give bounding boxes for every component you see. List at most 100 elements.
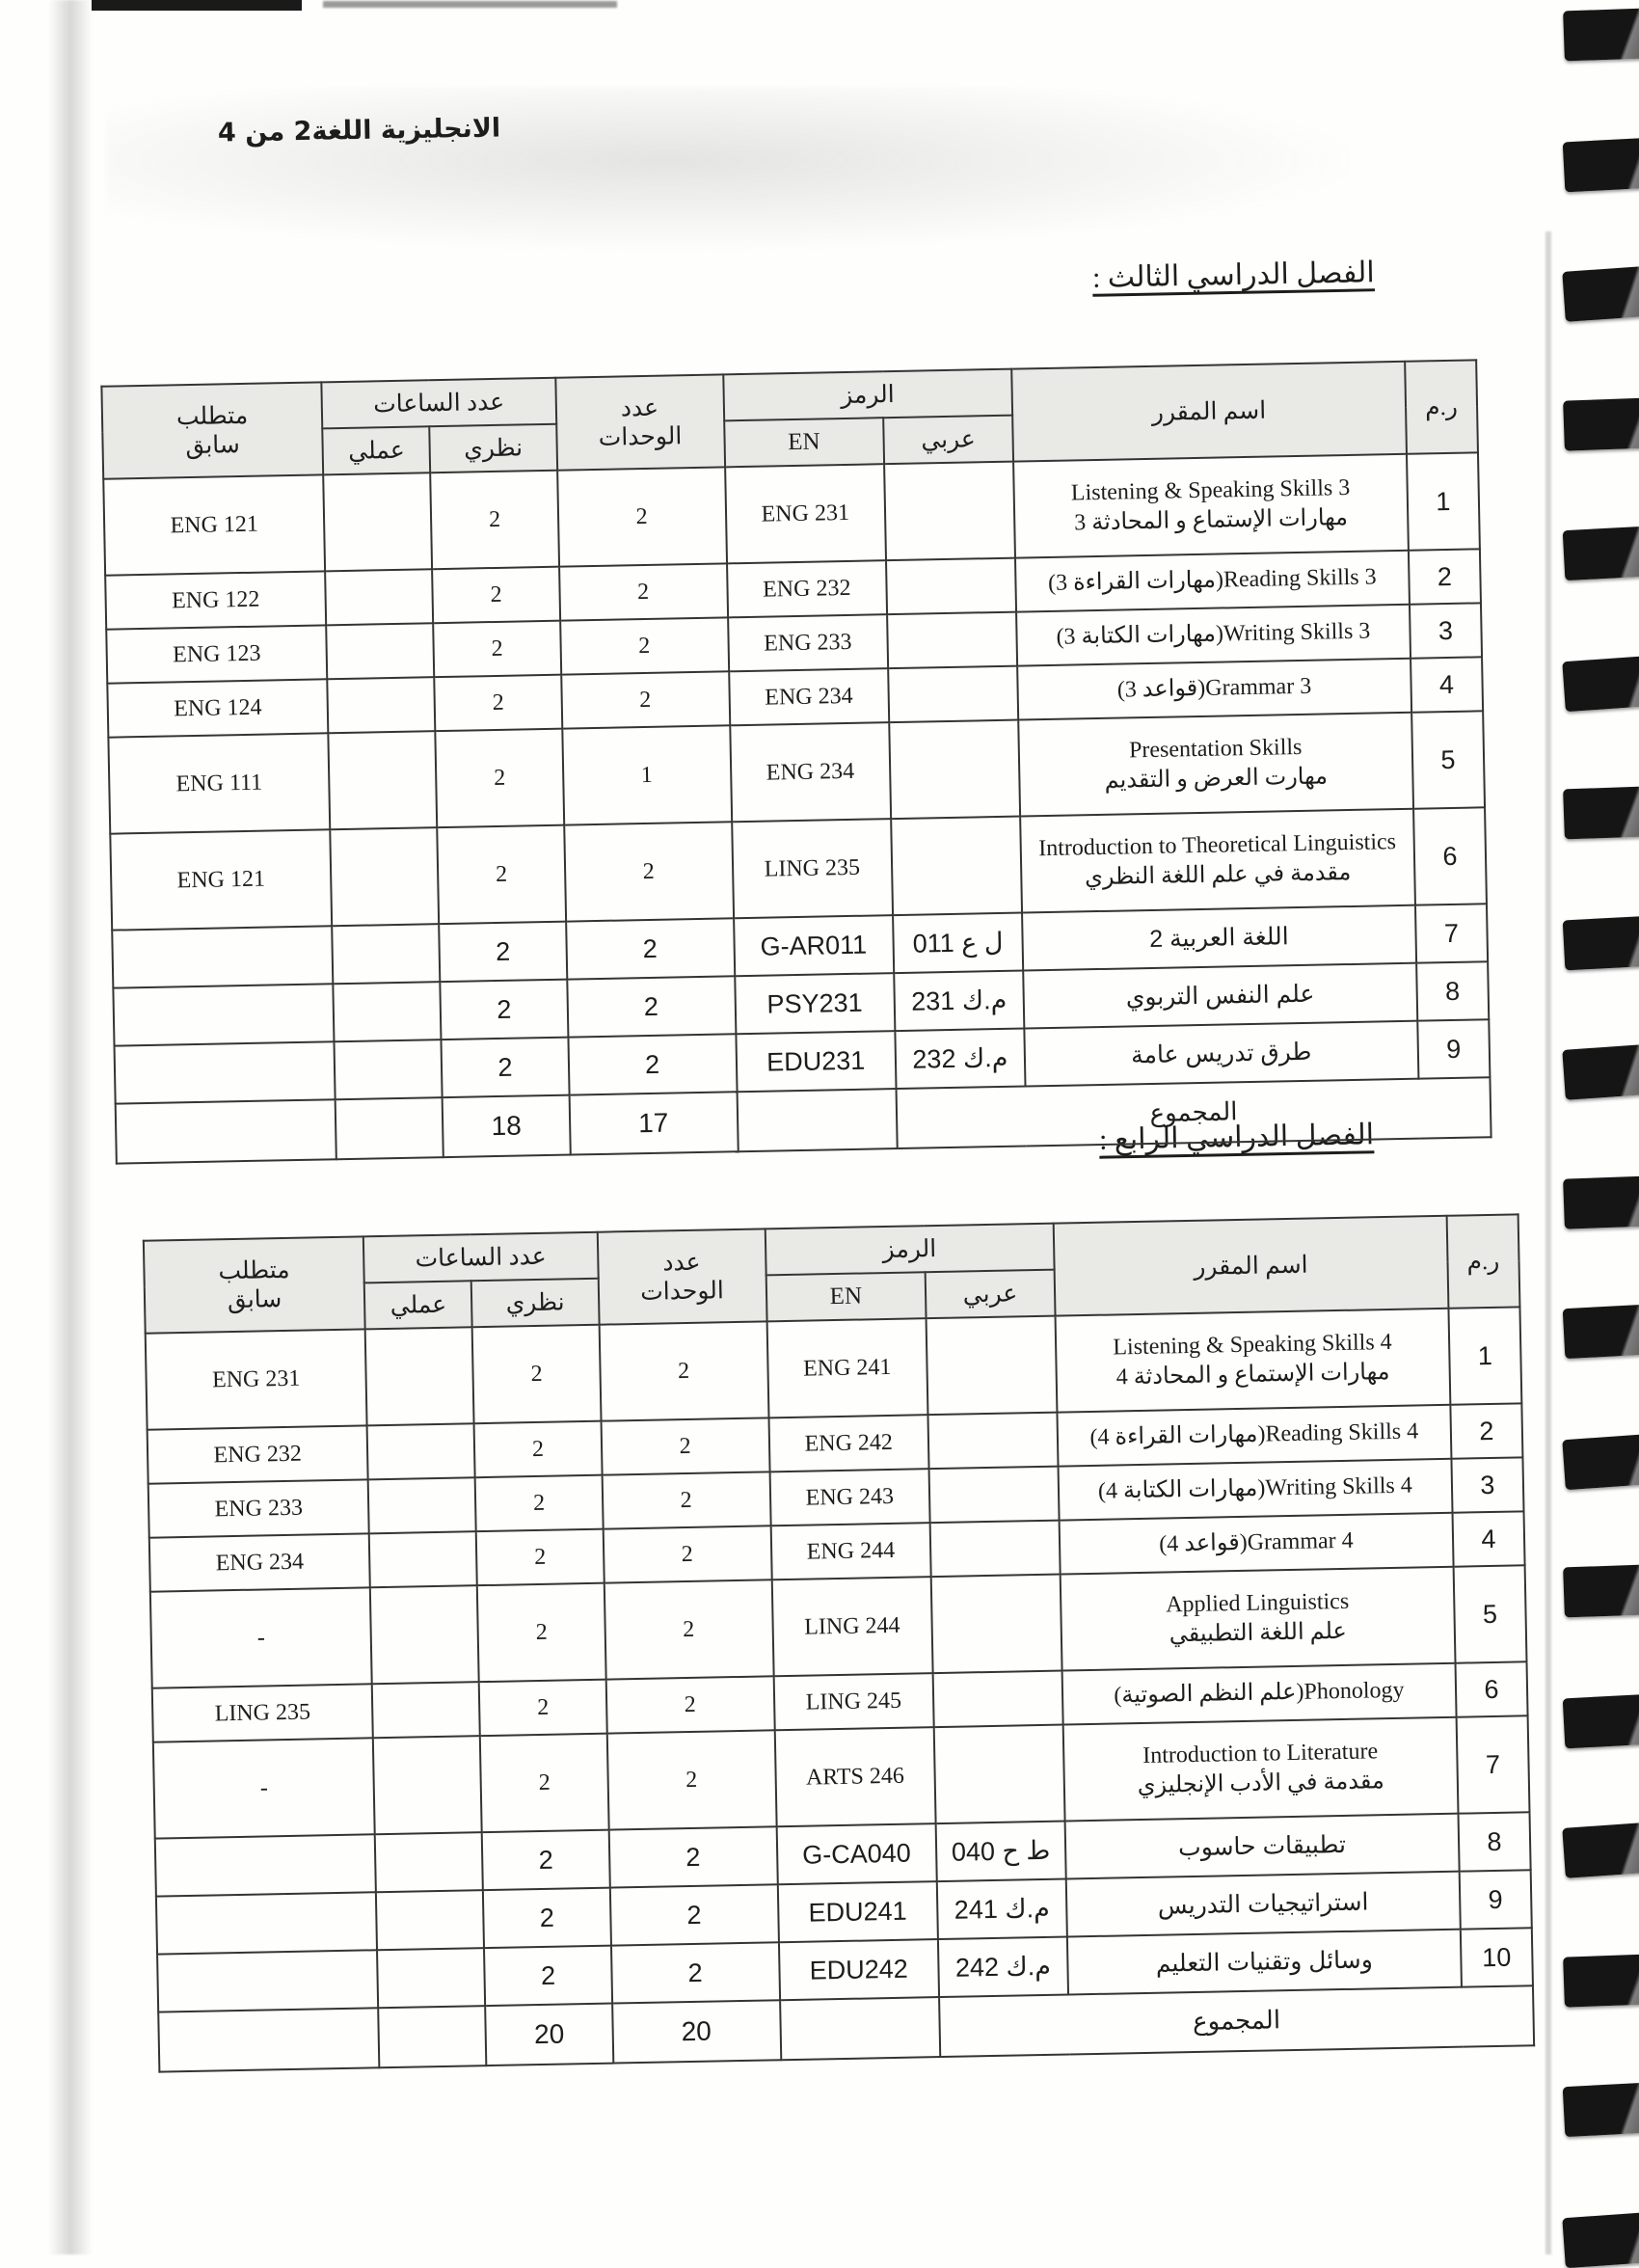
binding-mark bbox=[1563, 786, 1639, 840]
prereq-cell bbox=[112, 926, 334, 988]
paper-right-edge bbox=[1545, 231, 1551, 2254]
binding-mark bbox=[1563, 8, 1639, 62]
curriculum-table-third-semester: متطلب سابق عدد الساعات عدد الوحدات الرمز ا… bbox=[100, 359, 1491, 1164]
prereq-cell: - bbox=[149, 1587, 372, 1688]
course-name-cell: Introduction to Theoretical Linguistics م… bbox=[1020, 808, 1415, 913]
course-code-en-cell: G-AR011 bbox=[733, 915, 895, 977]
row-num-cell: 1 bbox=[1406, 452, 1480, 551]
total-code-en-cell bbox=[779, 1997, 941, 2061]
practical-hours-cell bbox=[374, 1832, 484, 1893]
prereq-cell: ENG 123 bbox=[106, 625, 328, 684]
header-units: عدد الوحدات bbox=[597, 1228, 767, 1325]
binding-mark bbox=[1562, 655, 1639, 712]
practical-hours-cell bbox=[364, 1327, 474, 1426]
course-code-ar-cell bbox=[927, 1412, 1059, 1470]
prereq-cell: ENG 121 bbox=[103, 474, 326, 576]
course-code-ar-cell bbox=[884, 461, 1015, 561]
header-course-name: اسم المقرر bbox=[1011, 361, 1407, 462]
course-code-ar-cell bbox=[930, 1574, 1062, 1674]
binding-mark bbox=[1562, 1433, 1639, 1490]
row-num-cell: 10 bbox=[1460, 1928, 1533, 1987]
course-code-en-cell: LING 235 bbox=[731, 819, 894, 919]
units-cell: 2 bbox=[608, 1826, 778, 1888]
theory-hours-cell: 2 bbox=[435, 728, 564, 828]
course-code-en-cell: G-CA040 bbox=[776, 1823, 937, 1885]
units-cell: 2 bbox=[565, 918, 735, 980]
practical-hours-cell bbox=[372, 1736, 483, 1835]
page-number: 2 من 4اللغة الانجليزية bbox=[218, 113, 501, 148]
row-num-cell: 7 bbox=[1414, 904, 1489, 963]
total-code-en-cell bbox=[737, 1089, 898, 1152]
header-prerequisite: متطلب سابق bbox=[143, 1236, 365, 1334]
course-code-en-cell: PSY231 bbox=[734, 973, 896, 1035]
header-units: عدد الوحدات bbox=[554, 374, 725, 471]
course-code-ar-cell bbox=[888, 665, 1019, 723]
course-code-ar-cell bbox=[885, 557, 1017, 615]
practical-hours-cell bbox=[376, 1890, 485, 1951]
prereq-cell bbox=[114, 1041, 336, 1104]
course-code-ar-cell: م.ك 241 bbox=[936, 1878, 1067, 1940]
theory-hours-cell: 2 bbox=[484, 1945, 612, 2007]
course-name-cell: Applied Linguistics علم اللغة التطبيقي bbox=[1060, 1566, 1456, 1671]
header-code-ar: عربي bbox=[883, 415, 1014, 465]
units-cell: 2 bbox=[568, 1034, 738, 1095]
units-cell: 2 bbox=[603, 1526, 772, 1583]
theory-hours-cell: 2 bbox=[432, 566, 560, 624]
theory-hours-cell: 2 bbox=[433, 620, 561, 678]
course-code-ar-cell bbox=[891, 816, 1023, 916]
course-code-en-cell: ENG 233 bbox=[727, 614, 889, 672]
page-number-label-1: اللغة bbox=[311, 115, 372, 147]
course-name-cell: علم النفس التربوي bbox=[1023, 962, 1418, 1029]
prereq-cell: ENG 121 bbox=[110, 829, 333, 931]
practical-hours-cell bbox=[334, 1040, 443, 1100]
prereq-cell: ENG 232 bbox=[147, 1425, 368, 1484]
theory-hours-cell: 2 bbox=[434, 674, 562, 732]
header-hours: عدد الساعات bbox=[321, 377, 556, 429]
theory-hours-cell: 2 bbox=[482, 1829, 610, 1891]
row-num-cell: 9 bbox=[1417, 1019, 1491, 1079]
course-code-en-cell: ENG 241 bbox=[766, 1318, 928, 1418]
header-row-num: ر.م bbox=[1404, 360, 1478, 454]
units-cell: 2 bbox=[604, 1580, 774, 1680]
course-name-cell: تطبيقات حاسوب bbox=[1064, 1813, 1460, 1879]
practical-hours-cell bbox=[330, 827, 440, 927]
course-code-en-cell: ENG 242 bbox=[768, 1415, 929, 1472]
course-name-cell: Grammar 4(قواعد 4) bbox=[1059, 1512, 1454, 1575]
binding-mark bbox=[1563, 1174, 1639, 1229]
course-code-ar-cell bbox=[889, 719, 1021, 820]
units-cell: 2 bbox=[559, 617, 729, 675]
units-cell: 2 bbox=[599, 1321, 769, 1421]
course-code-en-cell: EDU241 bbox=[777, 1881, 938, 1943]
theory-hours-cell: 2 bbox=[440, 979, 569, 1040]
prereq-cell bbox=[113, 984, 335, 1046]
scan-artifact-top-bar bbox=[92, 0, 302, 11]
header-prerequisite: متطلب سابق bbox=[101, 382, 324, 479]
row-num-cell: 7 bbox=[1456, 1715, 1530, 1814]
course-code-en-cell: ENG 232 bbox=[726, 560, 888, 618]
units-cell: 2 bbox=[602, 1472, 771, 1529]
course-name-cell: Listening & Speaking Skills 3 مهارات الإس… bbox=[1013, 453, 1409, 558]
total-units-cell: 17 bbox=[569, 1092, 739, 1155]
prereq-cell bbox=[155, 1892, 378, 1955]
course-code-en-cell: LING 244 bbox=[771, 1577, 933, 1677]
row-num-cell: 8 bbox=[1458, 1812, 1531, 1872]
total-practical-cell bbox=[335, 1097, 444, 1160]
units-cell: 2 bbox=[609, 1884, 779, 1946]
row-num-cell: 9 bbox=[1459, 1870, 1532, 1930]
course-code-ar-cell: ل ع 011 bbox=[893, 912, 1024, 974]
total-units-cell: 20 bbox=[611, 2000, 781, 2064]
binding-mark bbox=[1562, 1822, 1639, 1878]
binding-mark bbox=[1562, 1304, 1639, 1360]
total-label-cell: المجموع bbox=[939, 1985, 1535, 2058]
theory-hours-cell: 2 bbox=[477, 1582, 606, 1683]
units-cell: 2 bbox=[556, 467, 727, 567]
total-prereq-cell bbox=[115, 1099, 336, 1164]
units-cell: 2 bbox=[563, 822, 734, 922]
theory-hours-cell: 2 bbox=[476, 1528, 605, 1586]
scan-artifact-top-streak bbox=[323, 1, 617, 8]
course-code-ar-cell bbox=[926, 1315, 1058, 1416]
prereq-cell bbox=[157, 1950, 379, 2012]
header-practical-hours: عملي bbox=[322, 426, 431, 475]
page-number-label-2: الانجليزية bbox=[380, 113, 501, 146]
theory-hours-cell: 2 bbox=[475, 1474, 604, 1532]
